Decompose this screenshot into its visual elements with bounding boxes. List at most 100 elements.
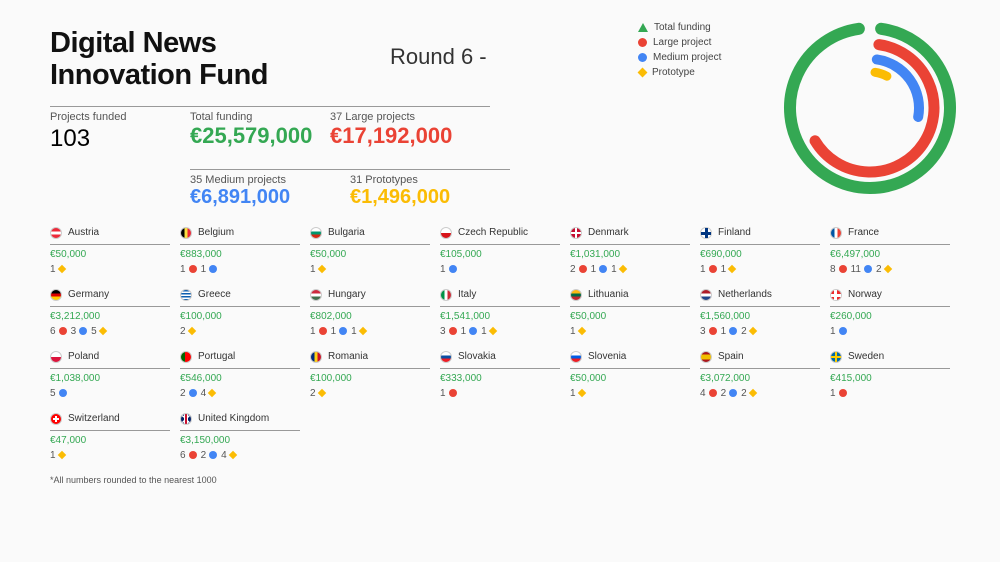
legend-proto: Prototype: [652, 67, 695, 78]
medium-icon: [599, 265, 607, 273]
country-name: Spain: [718, 351, 744, 362]
large-icon: [709, 389, 717, 397]
country-card: France €6,497,000 8 11 2: [830, 227, 950, 275]
country-card: Netherlands €1,560,000 3 1 2: [700, 289, 820, 337]
medium-icon: [79, 327, 87, 335]
flag-icon: [440, 227, 452, 239]
country-card: Greece €100,000 2: [180, 289, 300, 337]
large-icon: [709, 265, 717, 273]
country-card: Slovenia €50,000 1: [570, 351, 690, 399]
breakdown-item: 2: [721, 388, 738, 399]
country-funding: €100,000: [180, 311, 300, 322]
country-name: Bulgaria: [328, 227, 365, 238]
country-funding: €50,000: [310, 249, 430, 260]
country-funding: €47,000: [50, 435, 170, 446]
breakdown-item: 4: [201, 388, 216, 399]
proto-icon: [57, 451, 65, 459]
legend-total: Total funding: [654, 22, 711, 33]
flag-icon: [570, 227, 582, 239]
flag-icon: [570, 289, 582, 301]
flag-icon: [180, 413, 192, 425]
large-icon: [189, 451, 197, 459]
country-name: Italy: [458, 289, 476, 300]
country-funding: €415,000: [830, 373, 950, 384]
country-name: Slovenia: [588, 351, 626, 362]
country-card: Slovakia €333,000 1: [440, 351, 560, 399]
summary-large: 37 Large projects €17,192,000: [330, 106, 490, 153]
breakdown-item: 1: [570, 326, 585, 337]
country-name: Portugal: [198, 351, 235, 362]
country-card: Lithuania €50,000 1: [570, 289, 690, 337]
medium-icon: [209, 265, 217, 273]
proto-icon: [187, 327, 195, 335]
breakdown-item: 3: [71, 326, 88, 337]
proto-icon: [228, 451, 236, 459]
proto-icon: [488, 327, 496, 335]
breakdown-item: 2: [310, 388, 325, 399]
proto-icon: [618, 265, 626, 273]
country-card: Germany €3,212,000 6 3 5: [50, 289, 170, 337]
flag-icon: [180, 289, 192, 301]
large-icon: [449, 327, 457, 335]
breakdown-item: 1: [721, 326, 738, 337]
breakdown-item: 1: [310, 326, 327, 337]
country-funding: €100,000: [310, 373, 430, 384]
country-card: Bulgaria €50,000 1: [310, 227, 430, 275]
country-card: Sweden €415,000 1: [830, 351, 950, 399]
country-funding: €333,000: [440, 373, 560, 384]
proto-icon: [317, 265, 325, 273]
flag-icon: [700, 351, 712, 363]
breakdown-item: 1: [440, 264, 457, 275]
flag-icon: [310, 289, 322, 301]
proto-icon: [728, 265, 736, 273]
country-funding: €1,560,000: [700, 311, 820, 322]
breakdown-item: 1: [331, 326, 348, 337]
country-name: Czech Republic: [458, 227, 528, 238]
proto-icon: [577, 327, 585, 335]
country-name: France: [848, 227, 879, 238]
flag-icon: [700, 289, 712, 301]
country-funding: €883,000: [180, 249, 300, 260]
breakdown-item: 1: [830, 326, 847, 337]
large-icon: [579, 265, 587, 273]
country-name: Belgium: [198, 227, 234, 238]
flag-icon: [700, 227, 712, 239]
large-icon: [839, 265, 847, 273]
proto-icon: [358, 327, 366, 335]
breakdown-item: 5: [91, 326, 106, 337]
country-name: Denmark: [588, 227, 629, 238]
country-funding: €50,000: [50, 249, 170, 260]
medium-icon: [59, 389, 67, 397]
country-card: Denmark €1,031,000 2 1 1: [570, 227, 690, 275]
country-funding: €1,038,000: [50, 373, 170, 384]
country-card: Romania €100,000 2: [310, 351, 430, 399]
large-icon: [189, 265, 197, 273]
medium-icon: [839, 327, 847, 335]
legend: Total funding Large project Medium proje…: [638, 20, 721, 80]
breakdown-item: 1: [440, 388, 457, 399]
country-funding: €1,541,000: [440, 311, 560, 322]
proto-icon: [577, 389, 585, 397]
breakdown-item: 4: [700, 388, 717, 399]
country-funding: €3,072,000: [700, 373, 820, 384]
country-name: Austria: [68, 227, 99, 238]
medium-icon: [469, 327, 477, 335]
flag-icon: [50, 289, 62, 301]
flag-icon: [830, 227, 842, 239]
country-funding: €50,000: [570, 373, 690, 384]
breakdown-item: 2: [876, 264, 891, 275]
breakdown-item: 1: [570, 388, 585, 399]
large-icon: [709, 327, 717, 335]
country-name: Slovakia: [458, 351, 496, 362]
breakdown-item: 1: [201, 264, 218, 275]
proto-icon: [748, 327, 756, 335]
country-card: Poland €1,038,000 5: [50, 351, 170, 399]
country-funding: €690,000: [700, 249, 820, 260]
country-name: Sweden: [848, 351, 884, 362]
breakdown-item: 1: [50, 450, 65, 461]
proto-icon: [317, 389, 325, 397]
country-card: Switzerland €47,000 1: [50, 413, 170, 461]
flag-icon: [310, 227, 322, 239]
country-grid: Austria €50,000 1 Belgium €883,000 1 1 B…: [50, 227, 950, 461]
country-funding: €3,212,000: [50, 311, 170, 322]
